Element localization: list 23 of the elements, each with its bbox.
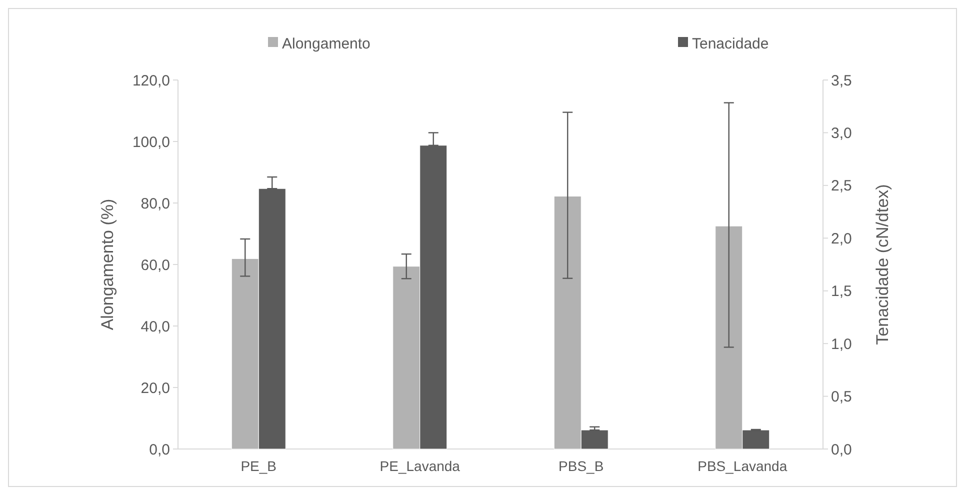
y-tick-label: 0,0 xyxy=(149,441,170,458)
y-tick-label: 120,0 xyxy=(132,72,170,90)
legend-label: Tenacidade xyxy=(692,35,769,52)
y-tick-label: 80,0 xyxy=(140,195,170,212)
x-tick-label: PBS_Lavanda xyxy=(698,458,788,474)
x-tick-label: PBS_B xyxy=(558,458,604,474)
y-tick-label: 60,0 xyxy=(140,256,170,274)
y2-tick-label: 1,0 xyxy=(831,336,852,353)
legend-label: Alongamento xyxy=(282,35,370,52)
y2-axis-title: Tenacidade (cN/dtex) xyxy=(873,184,892,345)
y-tick-label: 40,0 xyxy=(140,318,170,336)
y2-tick-label: 2,0 xyxy=(831,230,852,248)
y2-tick-label: 0,5 xyxy=(831,388,852,406)
x-tick-label: PE_B xyxy=(240,458,277,474)
y2-tick-label: 3,5 xyxy=(831,72,852,90)
y-axis-title: Alongamento (%) xyxy=(98,198,117,330)
y-tick-label: 100,0 xyxy=(132,134,170,151)
y2-tick-label: 0,0 xyxy=(831,441,852,458)
y-tick-label: 20,0 xyxy=(140,380,170,397)
y2-tick-label: 3,0 xyxy=(831,124,852,142)
y2-tick-label: 1,5 xyxy=(831,283,852,300)
x-tick-label: PE_Lavanda xyxy=(380,458,460,474)
y2-tick-label: 2,5 xyxy=(831,178,852,195)
